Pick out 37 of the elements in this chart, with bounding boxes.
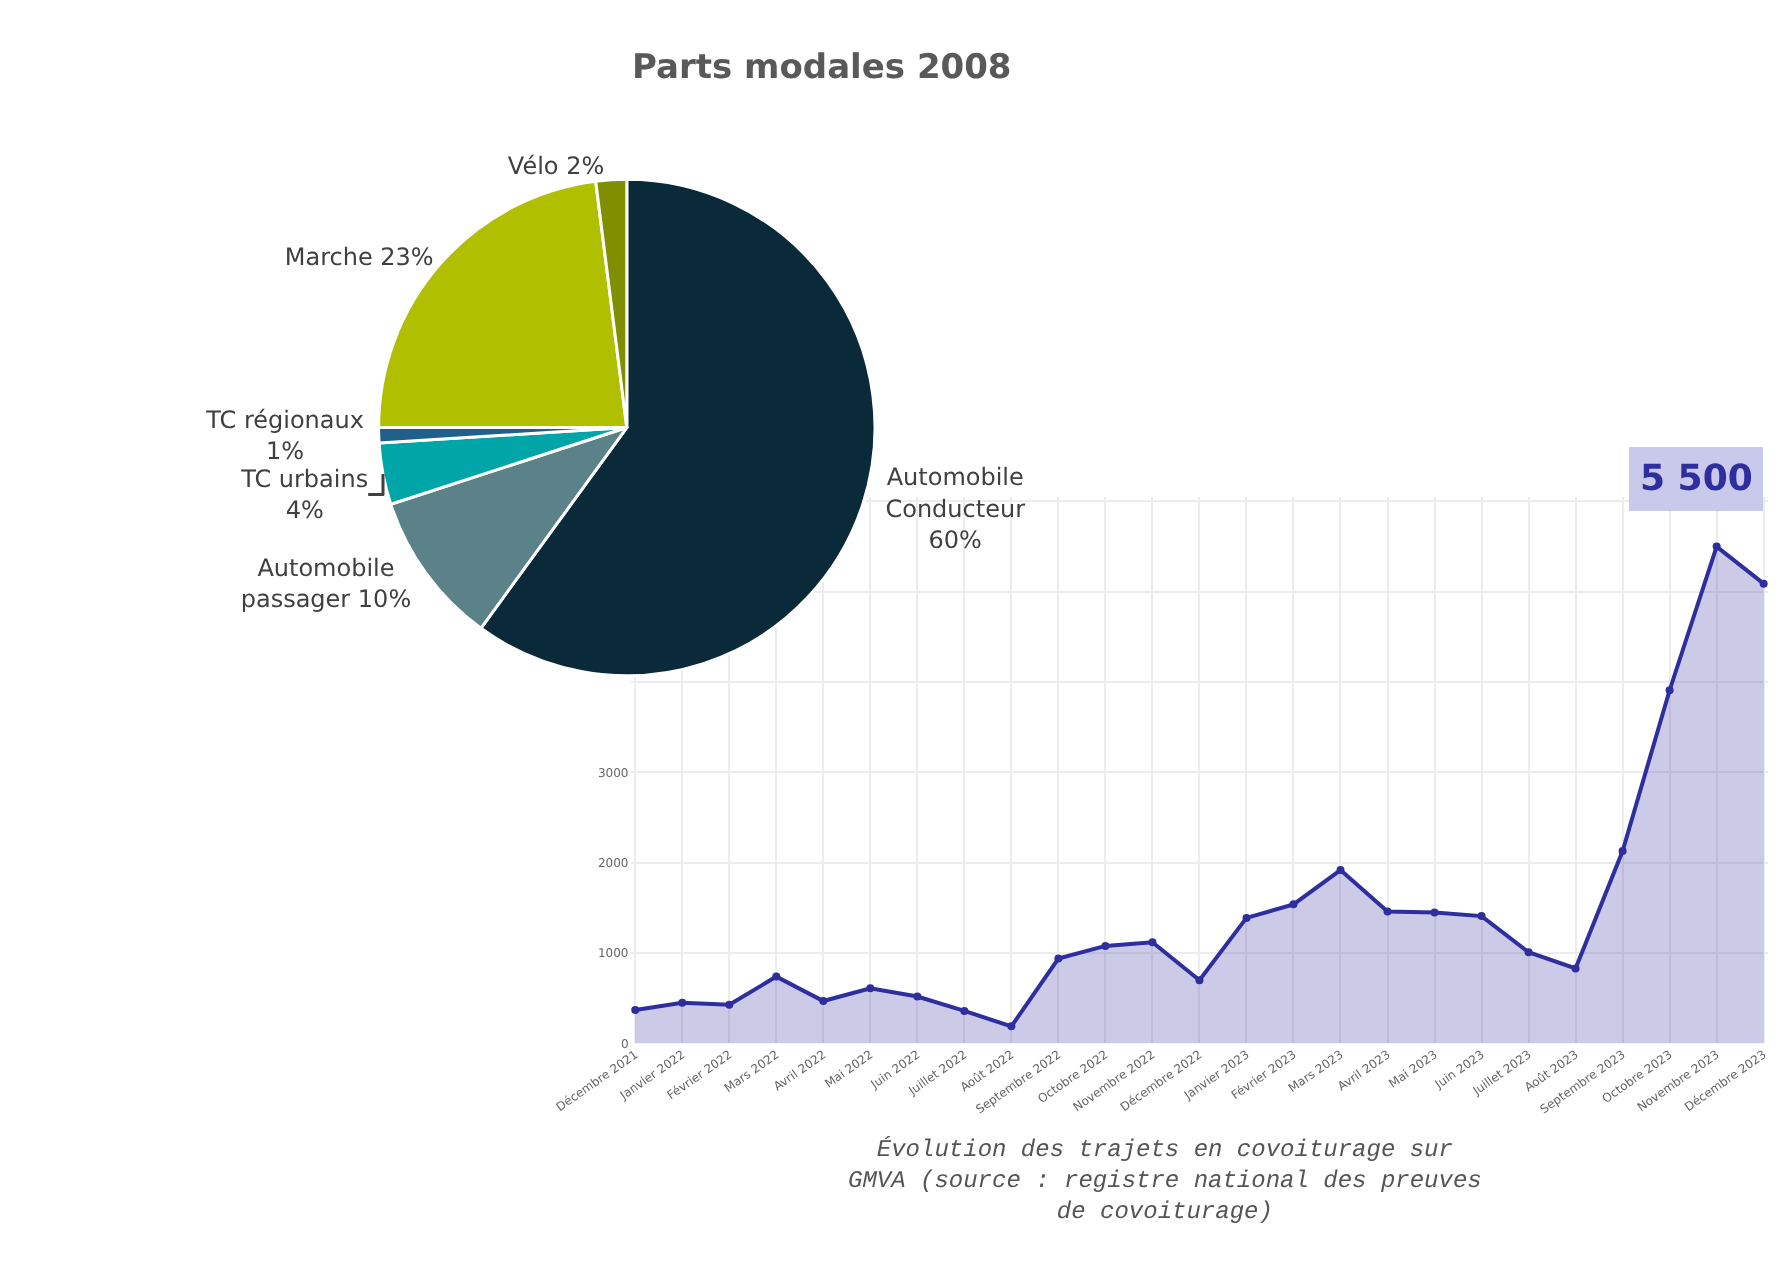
data-label: 4% [285, 496, 324, 525]
point [960, 1006, 969, 1015]
point [1383, 907, 1392, 916]
point [1477, 912, 1486, 921]
point [1289, 900, 1298, 909]
point [631, 1006, 640, 1015]
point [866, 984, 875, 993]
point [678, 998, 687, 1007]
slice-label: Marche 23% [284, 243, 434, 272]
point [1054, 954, 1063, 963]
point [1571, 964, 1580, 973]
slice-label: Automobile passager 10% [240, 554, 412, 614]
point [1336, 866, 1345, 875]
point [1665, 686, 1674, 695]
chart-title: Parts modales 2008 [632, 48, 1012, 88]
point [725, 1000, 734, 1009]
point [913, 992, 922, 1001]
point [1101, 941, 1110, 950]
point [1712, 542, 1721, 551]
point [1148, 938, 1157, 947]
slice-label: Automobile Conducteur [885, 463, 1026, 523]
slice-label: TC régionaux [204, 405, 364, 434]
annotation: 5 500 [1640, 458, 1753, 500]
slice-label: Vélo 2% [507, 151, 605, 180]
data-label: 60% [928, 525, 982, 554]
point [1007, 1022, 1016, 1031]
point [1242, 913, 1251, 922]
point [819, 997, 828, 1006]
point [1759, 579, 1768, 588]
point [1618, 847, 1627, 856]
slice-label: TC urbains [239, 464, 369, 493]
data-label: 1% [266, 436, 305, 465]
point [772, 972, 781, 981]
point [1430, 908, 1439, 917]
point [1524, 948, 1533, 957]
text: Évolution des trajets en covoiturage sur GMVA (source : registre national des preuves de covoiturage) [848, 1136, 1482, 1227]
point [1195, 976, 1204, 985]
